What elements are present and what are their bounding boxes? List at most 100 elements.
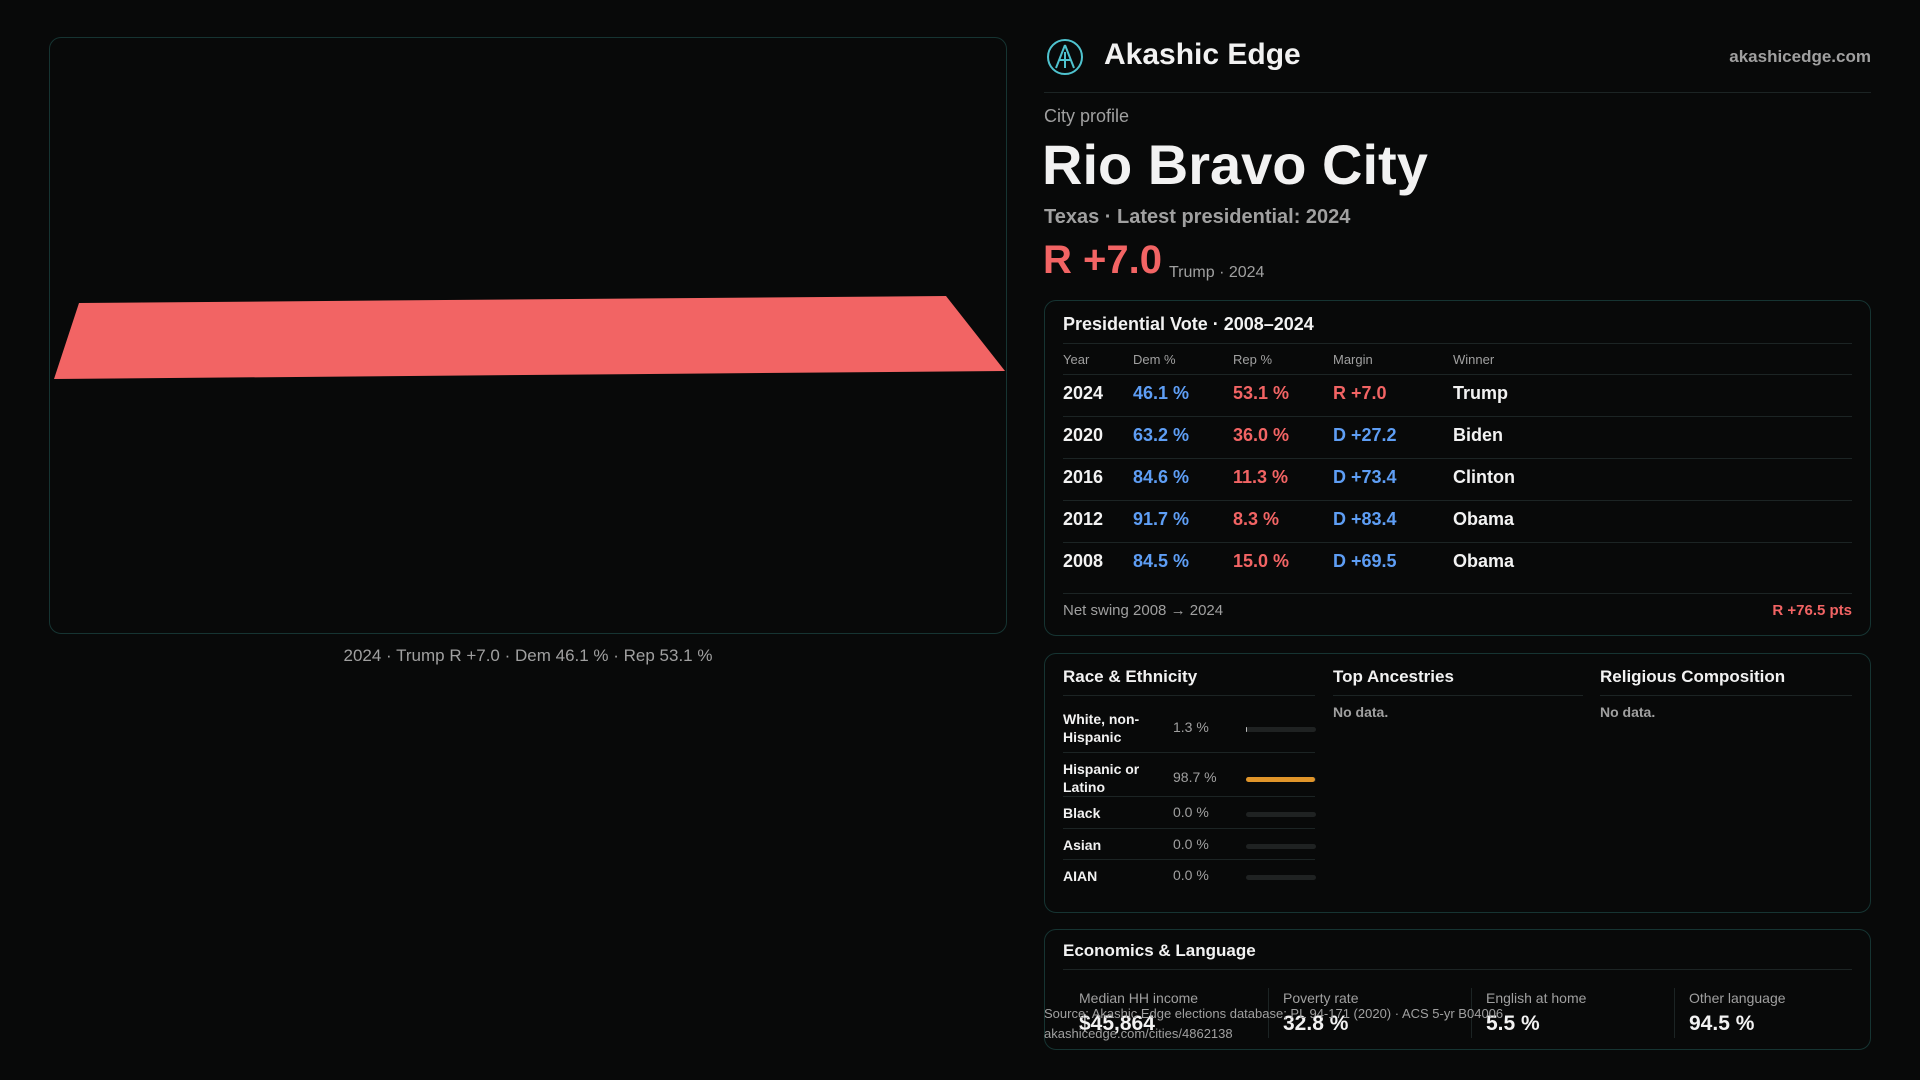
divider <box>1063 374 1852 375</box>
map-caption: 2024 · Trump R +7.0 · Dem 46.1 % · Rep 5… <box>343 646 713 665</box>
table-cell: R +7.0 <box>1333 383 1387 403</box>
table-cell: 46.1 % <box>1133 383 1190 403</box>
race-value: 0.0 % <box>1173 836 1209 852</box>
divider <box>1674 988 1675 1038</box>
panel-title: Religious Composition <box>1600 667 1786 686</box>
divider <box>1063 969 1852 970</box>
subtitle: Texas · Latest presidential: 2024 <box>1044 206 1351 228</box>
economics-panel: Economics & Language Median HH income $45… <box>1044 929 1871 1050</box>
divider <box>1063 542 1852 543</box>
panel-title: Race & Ethnicity <box>1063 667 1198 686</box>
city-shape <box>54 296 1005 379</box>
map <box>54 296 1005 379</box>
column-header: Winner <box>1453 352 1495 367</box>
table-cell: 53.1 % <box>1233 383 1290 403</box>
table-cell: Clinton <box>1453 467 1515 487</box>
divider <box>1600 695 1852 696</box>
table-cell: D +83.4 <box>1333 509 1397 529</box>
table-cell: Trump <box>1453 383 1509 403</box>
table-cell: Obama <box>1453 509 1515 529</box>
kicker: City profile <box>1044 106 1130 126</box>
bar-track <box>1246 812 1316 817</box>
race-label: Asian <box>1063 837 1102 853</box>
table-cell: 84.5 % <box>1133 551 1190 571</box>
table-cell: D +27.2 <box>1333 425 1397 445</box>
stat-label: Other language <box>1689 990 1786 1006</box>
table-cell: D +69.5 <box>1333 551 1397 571</box>
divider <box>1063 695 1315 696</box>
stat-value: $45,864 <box>1079 1012 1155 1035</box>
divider <box>1063 416 1852 417</box>
source-url[interactable]: akashicedge.com/cities/4862138 <box>1044 1026 1233 1041</box>
divider <box>1063 458 1852 459</box>
divider <box>1063 593 1852 594</box>
table-cell: 36.0 % <box>1233 425 1290 445</box>
brand: Akashic Edge <box>1104 38 1301 71</box>
logo <box>1047 39 1083 75</box>
domain[interactable]: akashicedge.com <box>1729 47 1871 66</box>
margin-note: Trump · 2024 <box>1169 264 1265 281</box>
panel-title: Top Ancestries <box>1333 667 1454 686</box>
demographics-panel: Race & Ethnicity Top Ancestries No data.… <box>1044 653 1871 913</box>
panel-title: Presidential Vote · 2008–2024 <box>1063 314 1314 334</box>
divider <box>1044 92 1871 93</box>
margin: R +7.0 <box>1043 238 1162 282</box>
table-cell: 2016 <box>1063 467 1104 487</box>
divider <box>1063 796 1315 797</box>
empty-note: No data. <box>1333 704 1389 720</box>
swing-label: Net swing 2008 → 2024 <box>1063 602 1224 619</box>
divider <box>1063 828 1315 829</box>
divider <box>1333 695 1583 696</box>
table-cell: 2024 <box>1063 383 1104 403</box>
swing-value: R +76.5 pts <box>1772 602 1852 619</box>
race-label: Black <box>1063 805 1101 821</box>
map-panel <box>49 37 1007 634</box>
divider <box>1063 859 1315 860</box>
column-header: Year <box>1063 352 1090 367</box>
stat-label: Median HH income <box>1079 990 1199 1006</box>
vote-panel: Presidential Vote · 2008–2024 Net swing … <box>1044 300 1871 636</box>
table-cell: 63.2 % <box>1133 425 1190 445</box>
divider <box>1268 988 1269 1038</box>
table-cell: 2008 <box>1063 551 1104 571</box>
divider <box>1471 988 1472 1038</box>
column-header: Dem % <box>1133 352 1176 367</box>
stat-value: 94.5 % <box>1689 1012 1755 1035</box>
race-value: 1.3 % <box>1173 719 1209 735</box>
stat-value: 5.5 % <box>1486 1012 1540 1035</box>
table-cell: 2012 <box>1063 509 1104 529</box>
table-cell: 91.7 % <box>1133 509 1190 529</box>
bar-track <box>1246 844 1316 849</box>
bar-track <box>1246 727 1316 732</box>
race-value: 0.0 % <box>1173 867 1209 883</box>
divider <box>1063 343 1852 344</box>
divider <box>1063 752 1315 753</box>
empty-note: No data. <box>1600 704 1656 720</box>
table-cell: 84.6 % <box>1133 467 1190 487</box>
race-value: 0.0 % <box>1173 804 1209 820</box>
table-cell: Biden <box>1453 425 1504 445</box>
race-label: Hispanic or Latino <box>1063 761 1140 795</box>
column-header: Rep % <box>1233 352 1273 367</box>
table-cell: Obama <box>1453 551 1515 571</box>
race-label: White, non-Hispanic <box>1063 711 1140 745</box>
stat-label: English at home <box>1486 990 1587 1006</box>
table-cell: 15.0 % <box>1233 551 1290 571</box>
bar-track <box>1246 875 1316 880</box>
source: Source: Akashic Edge elections database;… <box>1044 1006 1504 1021</box>
table-cell: 8.3 % <box>1233 509 1280 529</box>
race-bar <box>1246 777 1316 782</box>
city-title: Rio Bravo City <box>1042 133 1428 196</box>
table-cell: 11.3 % <box>1233 467 1289 487</box>
stat-value: 32.8 % <box>1283 1012 1349 1035</box>
race-label: AIAN <box>1063 868 1098 884</box>
stat-label: Poverty rate <box>1283 990 1359 1006</box>
column-header: Margin <box>1333 352 1373 367</box>
panel-title: Economics & Language <box>1063 941 1256 960</box>
divider <box>1063 500 1852 501</box>
race-value: 98.7 % <box>1173 769 1217 785</box>
table-cell: D +73.4 <box>1333 467 1397 487</box>
table-cell: 2020 <box>1063 425 1104 445</box>
